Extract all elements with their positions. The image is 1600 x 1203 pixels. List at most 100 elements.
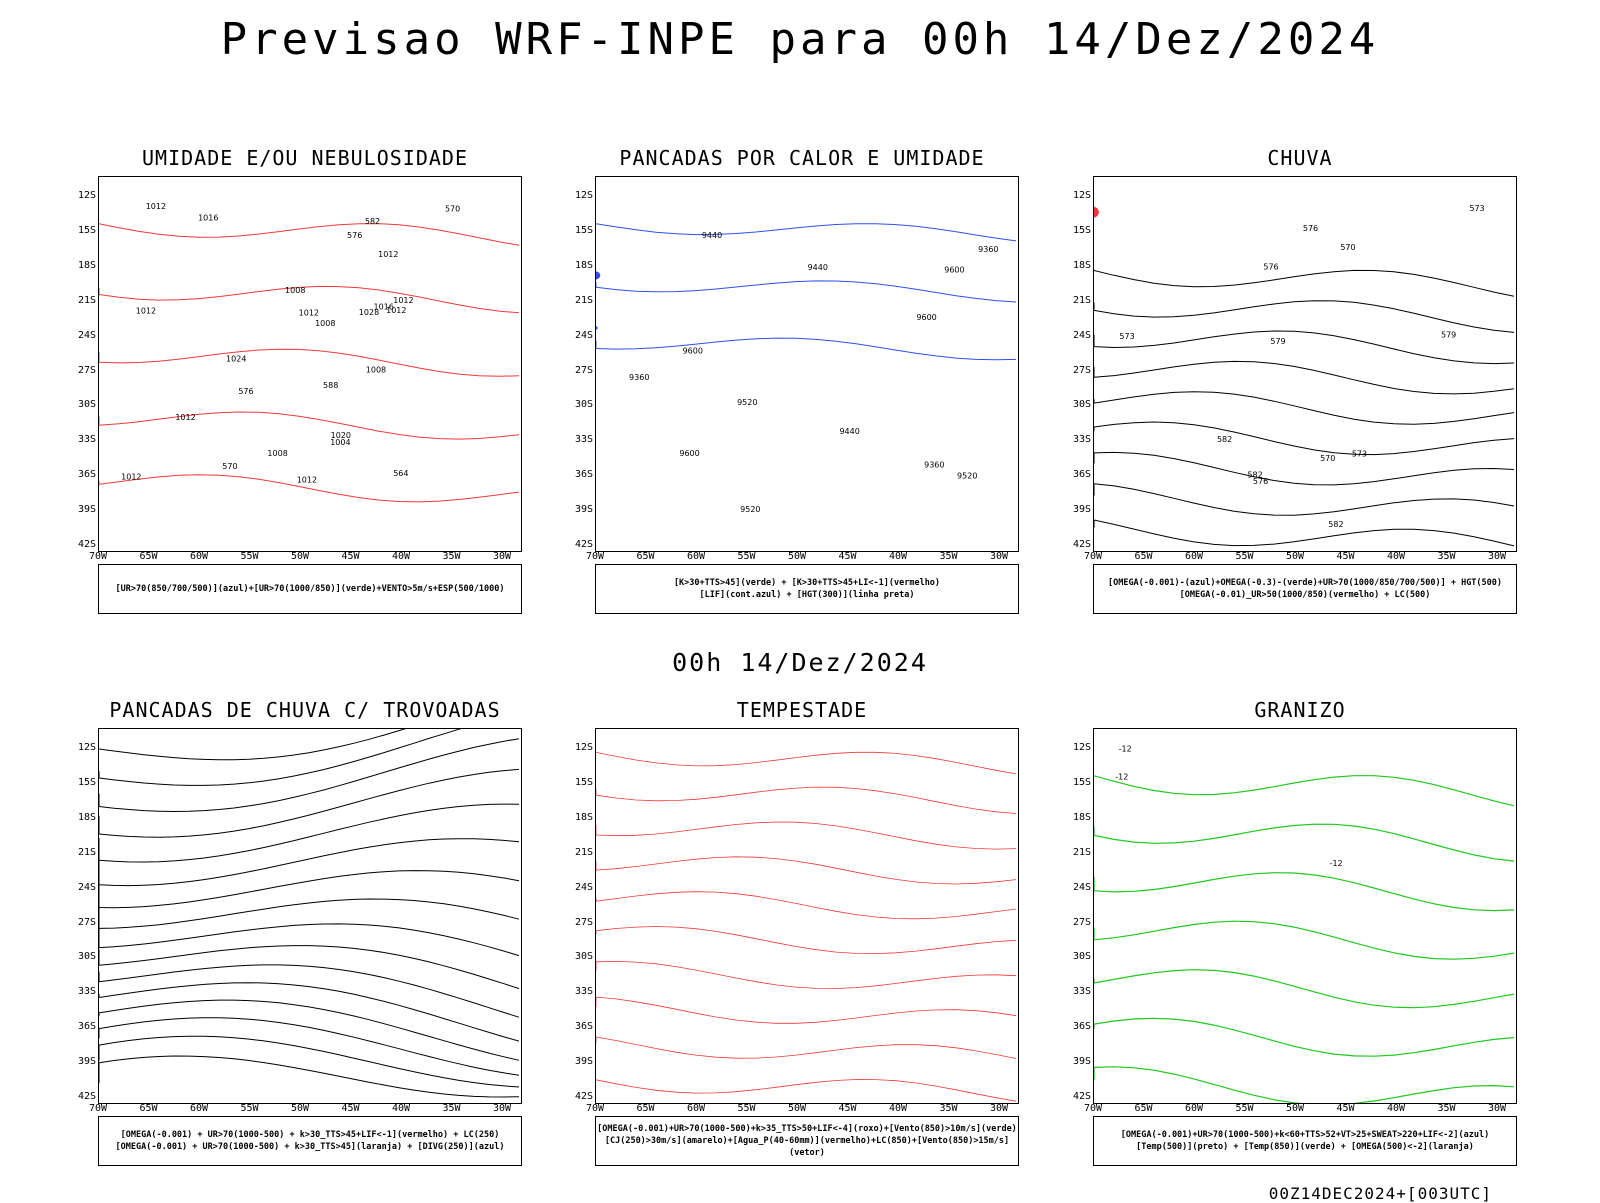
contour-value-label: -12 bbox=[1119, 745, 1132, 754]
latitude-label: 15S bbox=[77, 224, 96, 236]
contour-value-label: 9600 bbox=[916, 313, 936, 322]
longitude-label: 50W bbox=[290, 1103, 310, 1114]
panel-legend: [K>30+TTS>45](verde) + [K>30+TTS>45+LI<-… bbox=[595, 564, 1019, 614]
longitude-label: 55W bbox=[1235, 1103, 1254, 1114]
contour-value-label: 9440 bbox=[702, 231, 722, 240]
latitude-label: 39S bbox=[1072, 504, 1091, 516]
contour-value-label: 1012 bbox=[386, 306, 406, 315]
longitude-label: 55W bbox=[737, 551, 756, 562]
latitude-label: 15S bbox=[1072, 224, 1091, 236]
contour-value-label: 576 bbox=[1303, 224, 1318, 233]
latitude-label: 39S bbox=[574, 1056, 593, 1068]
isoline bbox=[1094, 451, 1515, 486]
isoline bbox=[1094, 421, 1515, 456]
isoline bbox=[596, 821, 1017, 850]
longitude-label: 65W bbox=[1134, 1103, 1153, 1114]
isoline bbox=[1094, 330, 1515, 365]
longitude-label: 50W bbox=[787, 551, 807, 562]
panel-pancadas-trovoadas: PANCADAS DE CHUVA C/ TROVOADAS 12S 15S 18S 2… bbox=[70, 698, 540, 1188]
latitude-label: 30S bbox=[77, 399, 96, 411]
latitude-label: 24S bbox=[1072, 329, 1091, 341]
isoline bbox=[1094, 300, 1515, 333]
streamline bbox=[99, 838, 520, 887]
latitude-label: 30S bbox=[1072, 951, 1091, 963]
latitude-label: 36S bbox=[77, 1021, 96, 1033]
contour-value-label: 1012 bbox=[393, 296, 413, 305]
longitude-label: 45W bbox=[341, 1103, 360, 1114]
contour-value-label: -12 bbox=[1330, 859, 1343, 868]
longitude-label: 70W bbox=[585, 551, 605, 562]
contour-value-label: 576 bbox=[347, 231, 362, 240]
latitude-label: 42S bbox=[574, 539, 593, 550]
contour-value-label: 570 bbox=[222, 462, 237, 471]
contour-value-label: 9520 bbox=[957, 472, 977, 481]
legend-line-2: [LIF](cont.azul) + [HGT(300)](linha pret… bbox=[699, 590, 915, 600]
panel-title: PANCADAS POR CALOR E UMIDADE bbox=[619, 146, 985, 170]
longitude-label: 40W bbox=[391, 1103, 411, 1114]
legend-line-1: [K>30+TTS>45](verde) + [K>30+TTS>45+LI<-… bbox=[673, 578, 941, 588]
contour-value-label: 1004 bbox=[330, 438, 350, 447]
isoline bbox=[99, 223, 520, 246]
streamline bbox=[99, 803, 520, 863]
latitude-label: 24S bbox=[574, 329, 593, 341]
contour-value-label: 1016 bbox=[374, 303, 394, 312]
latitude-label: 24S bbox=[77, 881, 96, 893]
longitude-label: 70W bbox=[88, 1103, 108, 1114]
longitude-label: 30W bbox=[492, 1103, 512, 1114]
latitude-label: 15S bbox=[1072, 776, 1091, 788]
contour-value-label: 1012 bbox=[299, 309, 319, 318]
isoline bbox=[99, 411, 520, 440]
map-canvas bbox=[99, 729, 520, 1098]
streamline bbox=[99, 945, 520, 990]
panel-legend: [OMEGA(-0.001) + UR>70(1000-500) + k>30_… bbox=[98, 1116, 522, 1166]
latitude-label: 33S bbox=[77, 434, 96, 446]
contour-value-label: 1008 bbox=[315, 319, 335, 328]
latitude-label: 15S bbox=[574, 776, 593, 788]
shaded-area bbox=[596, 271, 601, 280]
latitude-label: 30S bbox=[1072, 399, 1091, 411]
panel-title: CHUVA bbox=[1267, 146, 1333, 170]
latitude-label: 12S bbox=[1072, 742, 1091, 753]
contour-value-label: 1008 bbox=[366, 365, 386, 374]
latitude-label: 42S bbox=[77, 539, 96, 550]
longitude-label: 30W bbox=[1487, 1103, 1507, 1114]
longitude-label: 65W bbox=[636, 1103, 655, 1114]
latitude-label: 12S bbox=[77, 742, 96, 753]
longitude-label: 55W bbox=[737, 1103, 756, 1114]
longitude-label: 70W bbox=[1083, 551, 1103, 562]
longitude-label: 60W bbox=[189, 1103, 209, 1114]
latitude-label: 15S bbox=[574, 224, 593, 236]
contour-value-label: 9600 bbox=[679, 449, 699, 458]
latitude-label: 12S bbox=[574, 742, 593, 753]
longitude-label: 65W bbox=[139, 1103, 158, 1114]
latitude-label: 21S bbox=[77, 294, 96, 306]
longitude-label: 60W bbox=[1184, 551, 1204, 562]
latitude-label: 36S bbox=[1072, 469, 1091, 481]
isoline bbox=[1094, 920, 1515, 960]
contour-value-label: 1012 bbox=[136, 306, 156, 315]
contour-value-label: 582 bbox=[1247, 471, 1262, 480]
contour-value-label: 1020 bbox=[331, 431, 351, 440]
longitude-label: 45W bbox=[1336, 551, 1355, 562]
panel-legend: [OMEGA(-0.001)+UR>70(1000-500)+k<60+TTS>… bbox=[1093, 1116, 1517, 1166]
contour-value-label: 573 bbox=[1352, 449, 1367, 458]
latitude-label: 33S bbox=[1072, 434, 1091, 446]
longitude-label: 35W bbox=[1437, 1103, 1456, 1114]
isoline bbox=[1094, 269, 1515, 297]
map-layers: 1008101210121016101210121008101210081012… bbox=[99, 202, 520, 503]
longitude-label: 45W bbox=[341, 551, 360, 562]
latitude-label: 21S bbox=[574, 846, 593, 858]
longitude-label: 70W bbox=[1083, 1103, 1103, 1114]
contour-value-label: 9440 bbox=[808, 263, 828, 272]
contour-value-label: 1008 bbox=[267, 449, 287, 458]
latitude-label: 39S bbox=[1072, 1056, 1091, 1068]
latitude-label: 12S bbox=[1072, 190, 1091, 201]
latitude-label: 39S bbox=[77, 504, 96, 516]
longitude-label: 70W bbox=[585, 1103, 605, 1114]
map-layers: 9600 9600 9600 9600 9520 9440 9520 9520 9440 9360… bbox=[596, 223, 1017, 514]
panel-granizo: GRANIZO -12 -12 -12 12S 15S 18S 21S 24S 27S 30S 33S… bbox=[1065, 698, 1535, 1188]
longitude-label: 35W bbox=[939, 551, 958, 562]
latitude-label: 27S bbox=[574, 916, 593, 928]
contour-value-label: 573 bbox=[1469, 204, 1484, 213]
